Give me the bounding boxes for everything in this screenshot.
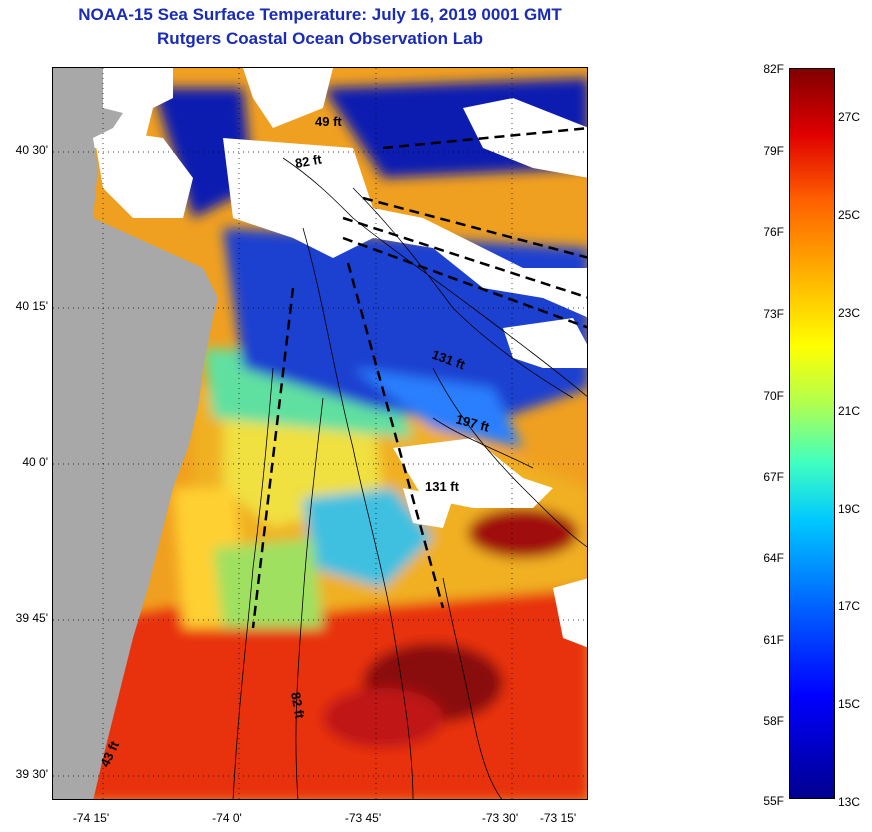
lat-label: 39 45' (15, 611, 48, 625)
graticule (53, 68, 587, 799)
colorbar-f-label: 64F (763, 551, 784, 565)
colorbar-f-label: 58F (763, 714, 784, 728)
green-coast (213, 538, 323, 628)
colorbar-f-label: 67F (763, 470, 784, 484)
sst-map[interactable]: 49 ft 82 ft 131 ft 197 ft 131 ft 82 ft 4… (52, 67, 588, 800)
cold-zone-bay (153, 88, 253, 218)
sst-map-canvas: 49 ft 82 ft 131 ft 197 ft 131 ft 82 ft 4… (53, 68, 587, 799)
colorbar-f-label: 73F (763, 307, 784, 321)
depth-label: 82 ft (288, 691, 308, 721)
colorbar-c-label: 27C (838, 110, 861, 124)
cloud-bay (93, 128, 193, 218)
cloud-ne (463, 98, 587, 178)
depth-contours (232, 157, 587, 799)
colorbar-f-label: 61F (763, 633, 784, 647)
lat-label: 40 15' (15, 299, 48, 313)
colorbar-f-label: 76F (763, 225, 784, 239)
warm-pocket-3 (323, 688, 443, 748)
colorbar-f-label: 70F (763, 389, 784, 403)
colorbar-f-label: 55F (763, 794, 784, 808)
depth-label: 131 ft (425, 479, 460, 494)
colorbar-c-label: 15C (838, 697, 861, 711)
colorbar-c-label: 21C (838, 404, 861, 418)
colorbar-c-label: 17C (838, 599, 861, 613)
colorbar-c-label: 13C (838, 795, 861, 809)
colorbar-c-label: 23C (838, 306, 861, 320)
lat-label: 40 0' (22, 455, 48, 469)
shipping-lanes (251, 126, 587, 629)
colorbar-f-label: 82F (763, 62, 784, 76)
lat-label: 40 30' (15, 143, 48, 157)
temperature-colorbar (789, 68, 835, 799)
land-new-jersey (53, 68, 218, 799)
cloud-se (553, 578, 587, 648)
lon-label: -74 15' (72, 811, 110, 825)
chart-subtitle: Rutgers Coastal Ocean Observation Lab (157, 29, 483, 48)
depth-label: 82 ft (294, 151, 324, 171)
colorbar-c-label: 25C (838, 208, 861, 222)
cloud-e (503, 318, 587, 368)
lat-label: 39 30' (15, 767, 48, 781)
cloud-patch (403, 488, 453, 528)
cloud-shelf (393, 438, 553, 508)
hot-pocket-2 (468, 508, 578, 558)
cloud-harbor (223, 138, 587, 318)
lon-label: -74 0' (212, 811, 242, 825)
cyan-zone (303, 488, 433, 588)
colorbar-c-label: 19C (838, 502, 861, 516)
colorbar-f-label: 79F (763, 144, 784, 158)
lon-label: -73 45' (344, 811, 382, 825)
chart-title: NOAA-15 Sea Surface Temperature: July 16… (78, 5, 562, 24)
lon-label: -73 15' (539, 811, 577, 825)
depth-label: 49 ft (315, 114, 342, 129)
cloud-n (243, 68, 333, 128)
lon-label: -73 30' (481, 811, 519, 825)
cool-zone-shelf (353, 368, 523, 448)
